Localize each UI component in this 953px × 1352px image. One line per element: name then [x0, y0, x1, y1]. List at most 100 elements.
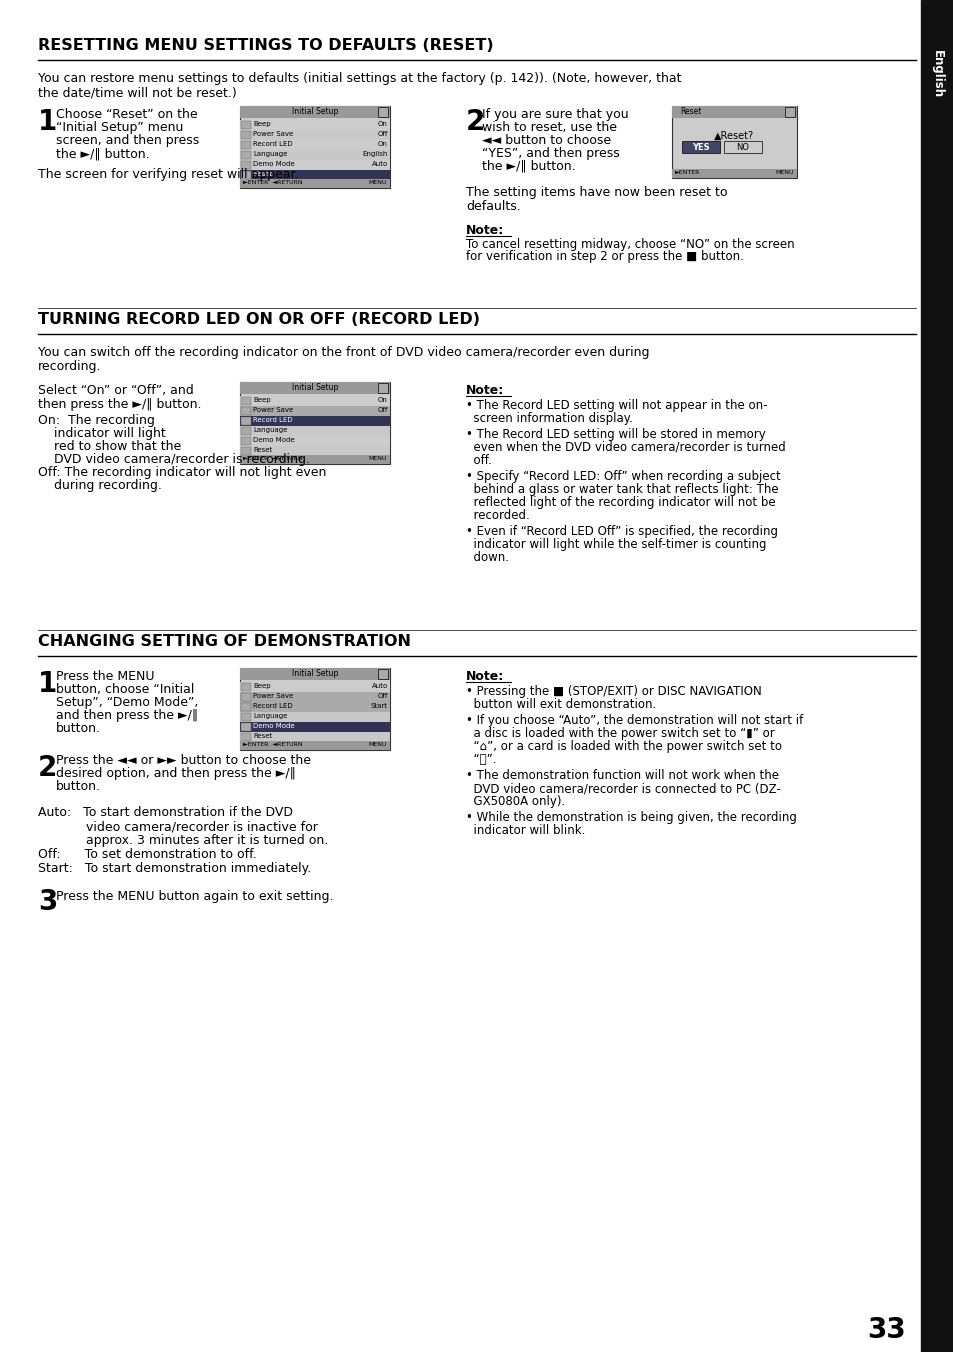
- Text: Record LED: Record LED: [253, 141, 293, 147]
- Text: screen information display.: screen information display.: [465, 412, 632, 425]
- Bar: [241, 427, 251, 435]
- Text: Auto: Auto: [372, 683, 388, 690]
- Bar: [240, 105, 390, 188]
- Text: defaults.: defaults.: [465, 200, 520, 214]
- Text: ►ENTER: ►ENTER: [675, 170, 700, 176]
- Text: Language: Language: [253, 151, 287, 157]
- Text: The setting items have now been reset to: The setting items have now been reset to: [465, 187, 727, 199]
- Text: MENU: MENU: [368, 457, 387, 461]
- Text: • Pressing the ■ (STOP/EXIT) or DISC NAVIGATION: • Pressing the ■ (STOP/EXIT) or DISC NAV…: [465, 685, 760, 698]
- Text: 3: 3: [38, 888, 57, 917]
- Text: recording.: recording.: [38, 360, 101, 373]
- Text: On: On: [377, 141, 388, 147]
- Text: red to show that the: red to show that the: [38, 439, 181, 453]
- Bar: [241, 151, 251, 160]
- Bar: [241, 713, 251, 721]
- Bar: [240, 383, 390, 393]
- Bar: [241, 397, 251, 406]
- Text: YES: YES: [692, 142, 709, 151]
- Text: down.: down.: [465, 552, 509, 564]
- Text: Off: Off: [377, 131, 388, 137]
- Text: Press the MENU button again to exit setting.: Press the MENU button again to exit sett…: [56, 890, 334, 903]
- Text: the ►/‖ button.: the ►/‖ button.: [56, 147, 150, 160]
- Text: ▲Reset?: ▲Reset?: [714, 131, 754, 141]
- Bar: [240, 692, 390, 702]
- Text: MENU: MENU: [775, 170, 793, 176]
- Text: Reset: Reset: [679, 108, 700, 116]
- Bar: [671, 105, 796, 118]
- Text: Choose “Reset” on the: Choose “Reset” on the: [56, 108, 197, 120]
- Text: 33: 33: [866, 1315, 905, 1344]
- Bar: [240, 160, 390, 170]
- Text: ◄◄ button to choose: ◄◄ button to choose: [481, 134, 611, 147]
- Bar: [240, 120, 390, 130]
- Text: 2: 2: [465, 108, 485, 137]
- Text: Press the MENU: Press the MENU: [56, 671, 154, 683]
- Text: 2: 2: [38, 754, 57, 781]
- Text: Reset: Reset: [253, 733, 272, 740]
- Bar: [241, 437, 251, 445]
- Text: • While the demonstration is being given, the recording: • While the demonstration is being given…: [465, 811, 796, 823]
- Text: The screen for verifying reset will appear.: The screen for verifying reset will appe…: [38, 168, 298, 181]
- Text: TURNING RECORD LED ON OR OFF (RECORD LED): TURNING RECORD LED ON OR OFF (RECORD LED…: [38, 312, 479, 327]
- Text: Start:   To start demonstration immediately.: Start: To start demonstration immediatel…: [38, 863, 311, 875]
- Bar: [240, 383, 390, 464]
- Text: Demo Mode: Demo Mode: [253, 437, 294, 443]
- Text: Initial Setup: Initial Setup: [292, 384, 337, 392]
- Bar: [240, 416, 390, 426]
- Text: MENU: MENU: [368, 181, 387, 185]
- Text: Reset: Reset: [253, 448, 272, 453]
- Text: indicator will blink.: indicator will blink.: [465, 823, 585, 837]
- Text: Note:: Note:: [465, 671, 504, 683]
- Bar: [241, 161, 251, 169]
- Bar: [671, 105, 796, 178]
- Text: • The Record LED setting will be stored in memory: • The Record LED setting will be stored …: [465, 429, 765, 441]
- Text: “⧉”.: “⧉”.: [465, 753, 496, 767]
- Bar: [920, 0, 953, 1352]
- Bar: [241, 694, 251, 700]
- Text: • If you choose “Auto”, the demonstration will not start if: • If you choose “Auto”, the demonstratio…: [465, 714, 802, 727]
- Text: “⌂”, or a card is loaded with the power switch set to: “⌂”, or a card is loaded with the power …: [465, 740, 781, 753]
- Text: • Even if “Record LED Off” is specified, the recording: • Even if “Record LED Off” is specified,…: [465, 525, 778, 538]
- Bar: [240, 456, 390, 464]
- Text: Reset: Reset: [253, 170, 272, 177]
- Bar: [241, 416, 251, 425]
- Bar: [681, 141, 720, 153]
- Text: the date/time will not be reset.): the date/time will not be reset.): [38, 87, 236, 99]
- Bar: [240, 170, 390, 180]
- Text: ►ENTER  ◄RETURN: ►ENTER ◄RETURN: [243, 181, 302, 185]
- Text: To cancel resetting midway, choose “NO” on the screen: To cancel resetting midway, choose “NO” …: [465, 238, 794, 251]
- Text: Setup”, “Demo Mode”,: Setup”, “Demo Mode”,: [56, 696, 198, 708]
- Text: Start: Start: [371, 703, 388, 708]
- Bar: [240, 741, 390, 750]
- Bar: [240, 668, 390, 750]
- Bar: [240, 722, 390, 731]
- Bar: [784, 107, 794, 118]
- Text: Auto: Auto: [372, 161, 388, 168]
- Text: even when the DVD video camera/recorder is turned: even when the DVD video camera/recorder …: [465, 441, 785, 454]
- Text: approx. 3 minutes after it is turned on.: approx. 3 minutes after it is turned on.: [38, 834, 328, 846]
- Text: behind a glass or water tank that reflects light: The: behind a glass or water tank that reflec…: [465, 483, 778, 496]
- Text: Record LED: Record LED: [253, 703, 293, 708]
- Bar: [240, 713, 390, 722]
- Text: button.: button.: [56, 780, 101, 794]
- Text: 1: 1: [38, 671, 57, 698]
- Bar: [240, 731, 390, 742]
- Text: • The Record LED setting will not appear in the on-: • The Record LED setting will not appear…: [465, 399, 767, 412]
- Text: Initial Setup: Initial Setup: [292, 108, 337, 116]
- Text: indicator will light: indicator will light: [38, 427, 166, 439]
- Text: On: On: [377, 120, 388, 127]
- Bar: [377, 107, 388, 118]
- Text: ►ENTER  ◄RETURN: ►ENTER ◄RETURN: [243, 457, 302, 461]
- Text: If you are sure that you: If you are sure that you: [481, 108, 628, 120]
- Bar: [240, 426, 390, 435]
- Text: Power Save: Power Save: [253, 407, 293, 412]
- Text: screen, and then press: screen, and then press: [56, 134, 199, 147]
- Text: a disc is loaded with the power switch set to “▮” or: a disc is loaded with the power switch s…: [465, 727, 774, 740]
- Bar: [671, 169, 796, 178]
- Text: Off: The recording indicator will not light even: Off: The recording indicator will not li…: [38, 466, 326, 479]
- Bar: [240, 130, 390, 141]
- Bar: [241, 723, 251, 731]
- Bar: [723, 141, 761, 153]
- Bar: [241, 703, 251, 711]
